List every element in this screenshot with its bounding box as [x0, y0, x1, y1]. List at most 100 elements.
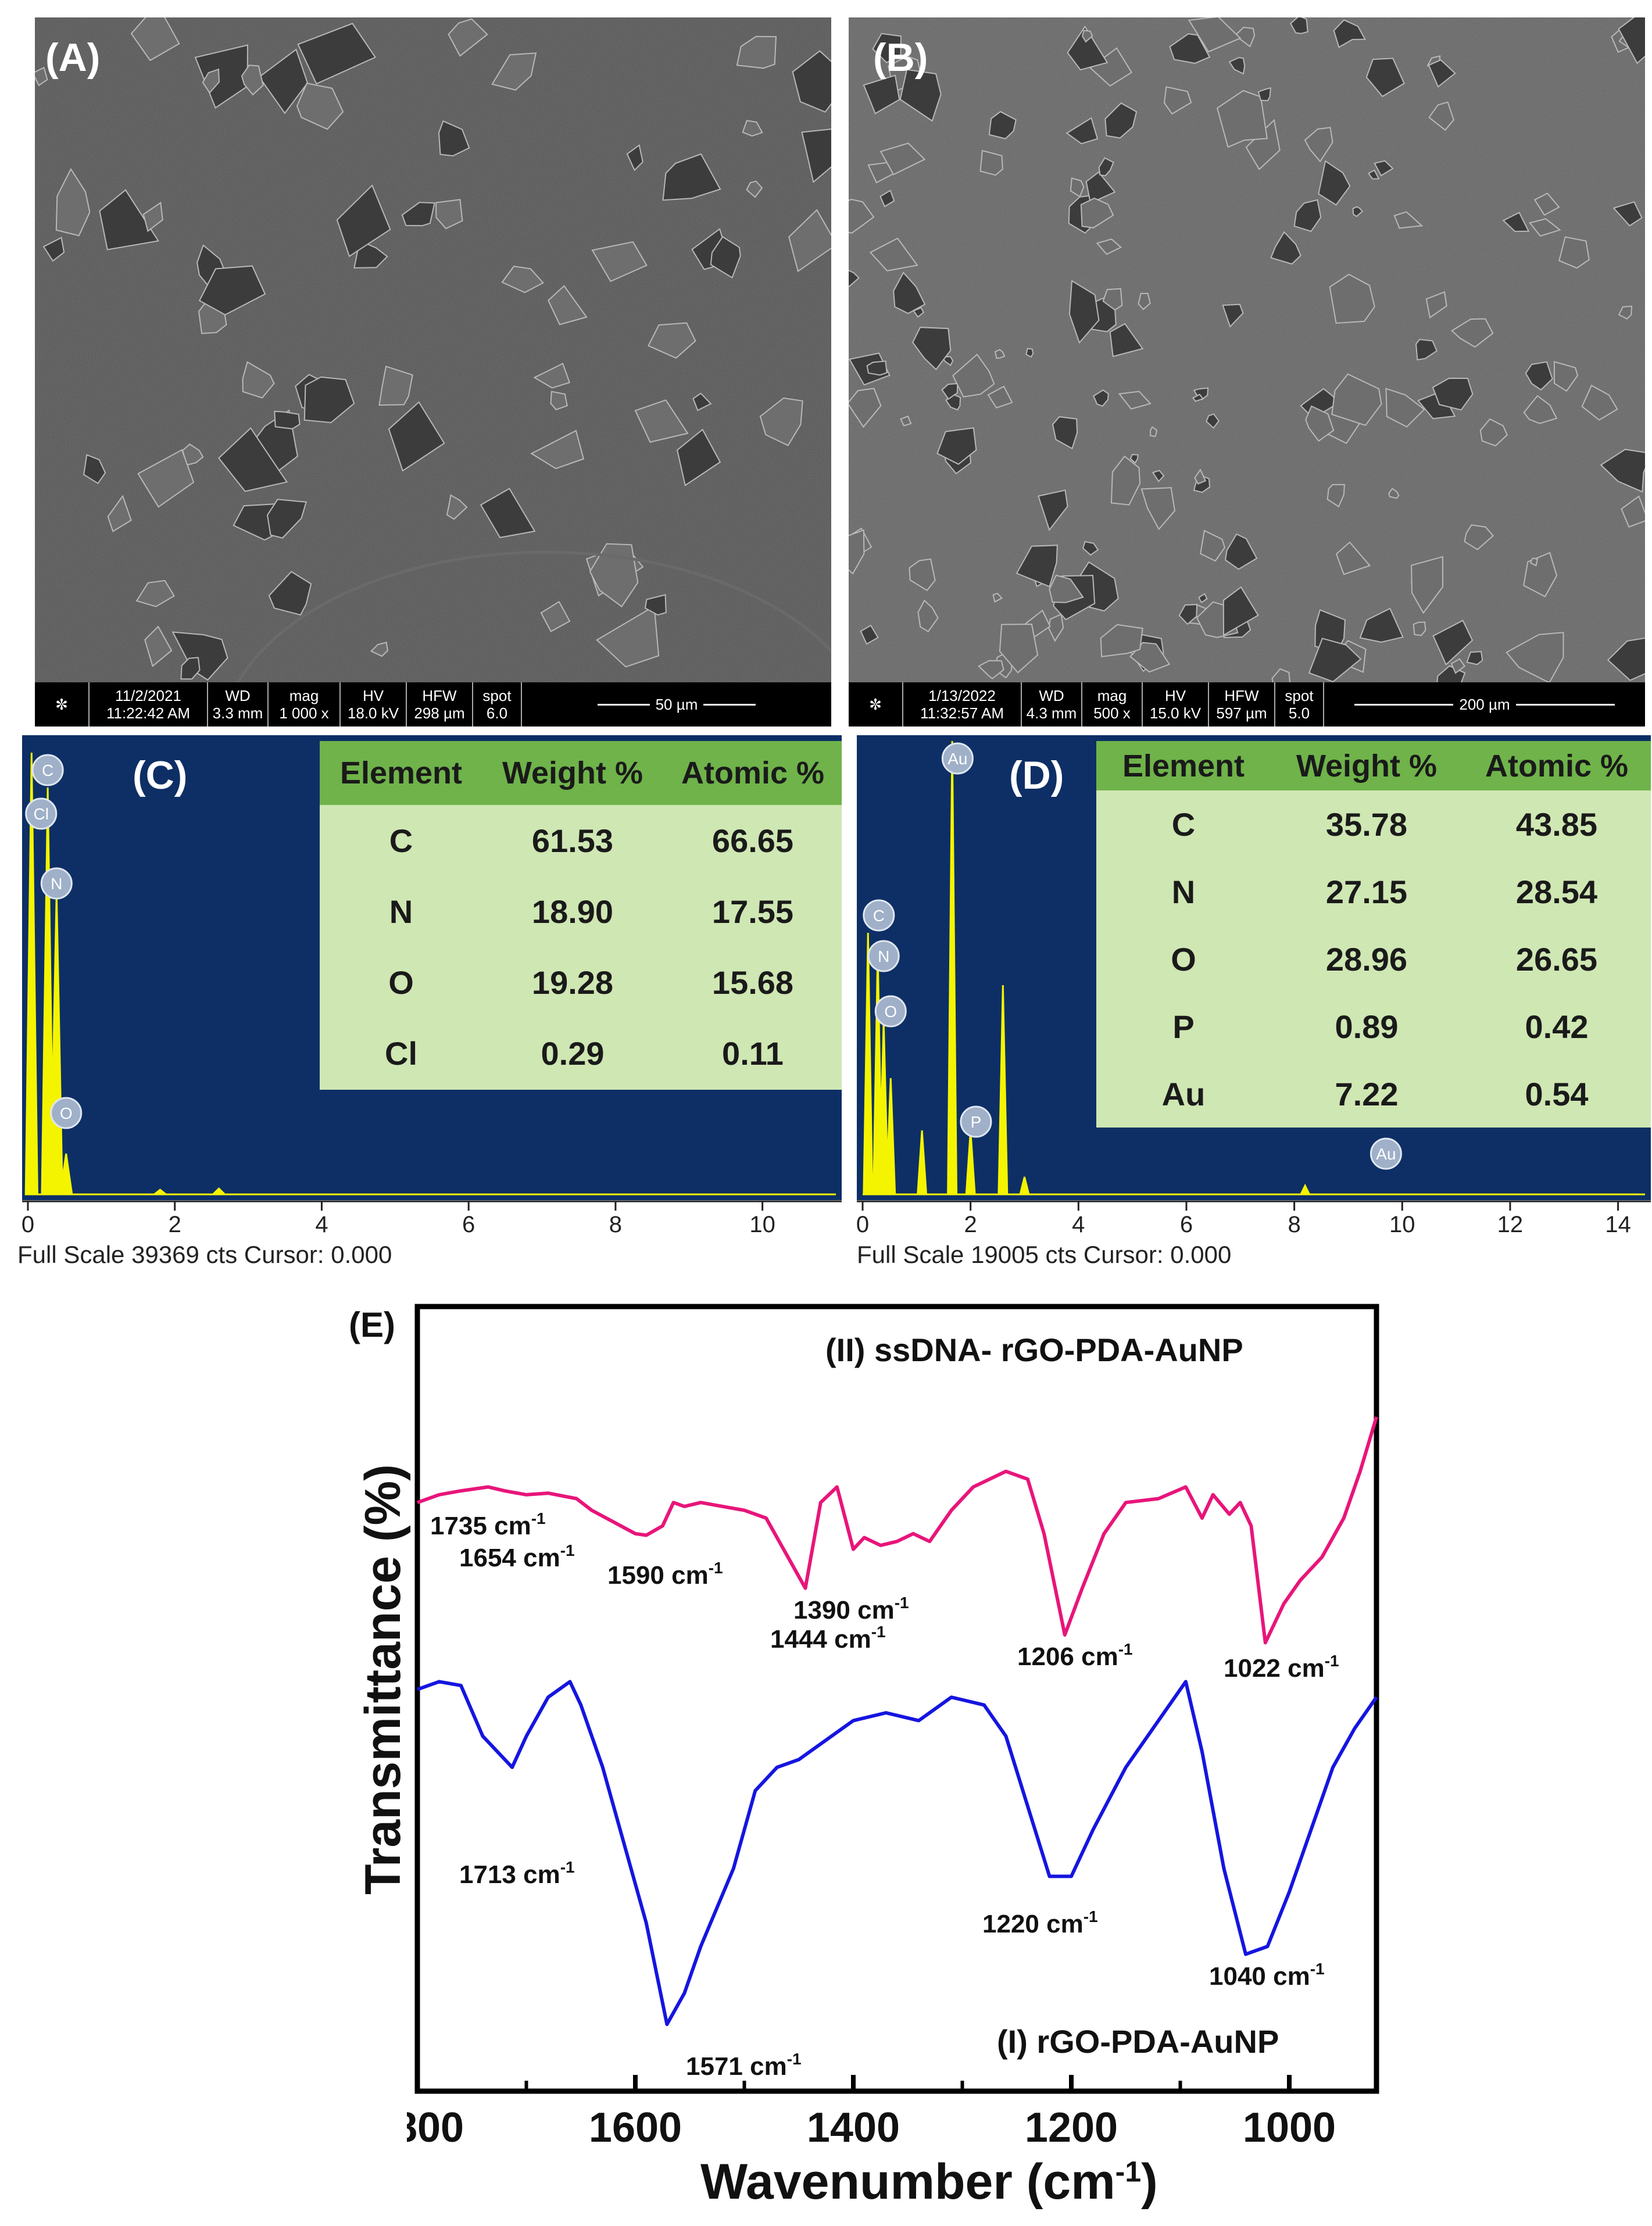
- sem-flake: [180, 657, 201, 680]
- cell-element: Cl: [385, 1035, 417, 1072]
- sem-flake: [1140, 487, 1176, 531]
- ftir-peak-annotation: 1040 cm-1: [1209, 1960, 1325, 1991]
- cell-atomic: 15.68: [711, 964, 794, 1001]
- x-tick-label: 10: [1389, 1212, 1415, 1235]
- sem-flake: [1600, 449, 1645, 493]
- databar-wd-label: WD: [1039, 687, 1064, 704]
- sem-flake: [1326, 484, 1345, 508]
- panel-label-e: (E): [349, 1305, 395, 1344]
- sem-flake: [978, 660, 1004, 679]
- sem-flake: [218, 427, 288, 492]
- cell-element: Au: [1161, 1075, 1206, 1112]
- sem-flake: [438, 120, 470, 157]
- eds-peak-marker: Au: [1369, 1137, 1402, 1170]
- panel-label-c: (C): [133, 753, 188, 797]
- eds-table-row: Au 7.22 0.54: [1096, 1060, 1651, 1128]
- sem-flake: [849, 388, 882, 428]
- sem-flake: [1428, 101, 1454, 131]
- ftir-peak-annotation: 1654 cm-1: [459, 1541, 575, 1572]
- x-tick-label: 0: [857, 1212, 869, 1235]
- eds-peak-label: O: [884, 1003, 897, 1021]
- ftir-peak-annotation: 1390 cm-1: [793, 1594, 909, 1624]
- eds-peak-label: N: [878, 947, 889, 965]
- eds-table-c: Element Weight % Atomic % C 61.53 66.65 N 18…: [320, 741, 842, 1090]
- ftir-series-ii-label: (II) ssDNA- rGO-PDA-AuNP: [825, 1332, 1243, 1368]
- ftir-x-tick-label: 1400: [807, 2105, 900, 2151]
- databar-mag-label: mag: [289, 687, 319, 704]
- sem-flake: [644, 594, 667, 616]
- sem-flake: [1529, 218, 1561, 237]
- sem-flake: [1192, 393, 1204, 402]
- sem-flake: [987, 385, 1013, 409]
- sem-flake: [879, 189, 895, 207]
- eds-table-row: Cl 0.29 0.11: [320, 1018, 842, 1089]
- sem-flake: [1080, 197, 1114, 228]
- sem-flake: [626, 144, 643, 171]
- sem-flake: [83, 454, 106, 485]
- sem-flake: [1304, 127, 1333, 163]
- ftir-x-label-text: Wavenumber (cm: [700, 2154, 1115, 2210]
- sem-flake: [869, 237, 918, 271]
- sem-flake: [1098, 157, 1114, 177]
- sem-flake: [1612, 201, 1643, 227]
- sem-flake: [676, 428, 721, 486]
- sem-flake: [274, 410, 301, 430]
- sem-flake: [142, 202, 163, 232]
- sem-flake: [1365, 58, 1405, 98]
- eds-peak-label: C: [873, 907, 885, 925]
- eds-table-d: Element Weight % Atomic % C 35.78 43.85 N 27…: [1096, 741, 1651, 1128]
- sem-flake: [491, 52, 537, 91]
- sem-flake: [1118, 391, 1152, 410]
- sem-flake: [550, 391, 568, 410]
- sem-flake: [202, 68, 220, 94]
- sem-flake: [1015, 545, 1058, 588]
- x-tick-label: 12: [1497, 1212, 1524, 1235]
- cell-atomic: 26.65: [1515, 940, 1598, 978]
- sem-flake: [992, 592, 1003, 603]
- sem-flake: [1178, 604, 1198, 625]
- sem-flake: [1070, 177, 1085, 198]
- sem-flake: [198, 265, 266, 316]
- sem-flake: [1415, 338, 1438, 361]
- sem-flake: [1413, 621, 1426, 636]
- ftir-peak-annotation: 1022 cm-1: [1224, 1652, 1339, 1683]
- eds-plot-c: C Cl N O (C) Element Weight % Atomic % C 61.…: [22, 735, 842, 1200]
- sem-flake: [401, 202, 435, 227]
- sem-flake: [1138, 292, 1151, 310]
- databar-mag: 1 000 x: [279, 704, 329, 722]
- cell-atomic: 28.54: [1515, 873, 1598, 910]
- sem-flake: [634, 399, 689, 443]
- sem-flake: [1432, 377, 1474, 411]
- sem-flake: [1194, 468, 1207, 485]
- sem-image-b: (B) ✼ 1/13/2022 11:32:57 AM WD 4.3 mm mag 5…: [849, 17, 1645, 727]
- cell-element: P: [1172, 1008, 1195, 1045]
- sem-flake: [1052, 416, 1078, 450]
- ftir-peak-annotation: 1220 cm-1: [982, 1908, 1098, 1938]
- eds-panel-d: Au C N O P Au (D) Element Weight % Atomic % C…: [849, 735, 1652, 1282]
- sem-flake: [648, 322, 696, 359]
- sem-flake: [448, 18, 488, 57]
- eds-footer-c: Full Scale 39369 cts Cursor: 0.000: [17, 1241, 392, 1268]
- sem-flake: [1065, 117, 1099, 145]
- x-tick-label: 8: [609, 1212, 622, 1235]
- sem-flake: [899, 69, 942, 122]
- sem-flake: [1428, 59, 1456, 88]
- sem-flake: [1163, 86, 1192, 115]
- x-axis-ticks-c: 0 2 4 6 8 10: [22, 1200, 842, 1237]
- eds-table-rows: C 61.53 66.65 N 18.90 17.55 O 19.28 15.68 Cl 0.29 0…: [320, 805, 842, 1089]
- eds-peak-marker: P: [960, 1105, 992, 1138]
- sem-flake: [135, 579, 175, 607]
- sem-flake: [388, 401, 445, 472]
- eds-peak-marker: C: [863, 899, 895, 932]
- ftir-peak-annotation: 1590 cm-1: [607, 1559, 723, 1590]
- cell-element: N: [1171, 873, 1196, 910]
- sem-flake: [1479, 418, 1508, 447]
- sem-flake: [1352, 206, 1364, 217]
- sem-flake: [242, 361, 275, 399]
- scale-bar-a: 50 µm: [521, 682, 831, 727]
- cell-weight: 7.22: [1335, 1075, 1399, 1112]
- sem-flake: [501, 266, 545, 294]
- databar-spot-label: spot: [482, 687, 512, 704]
- cell-atomic: 43.85: [1515, 806, 1598, 843]
